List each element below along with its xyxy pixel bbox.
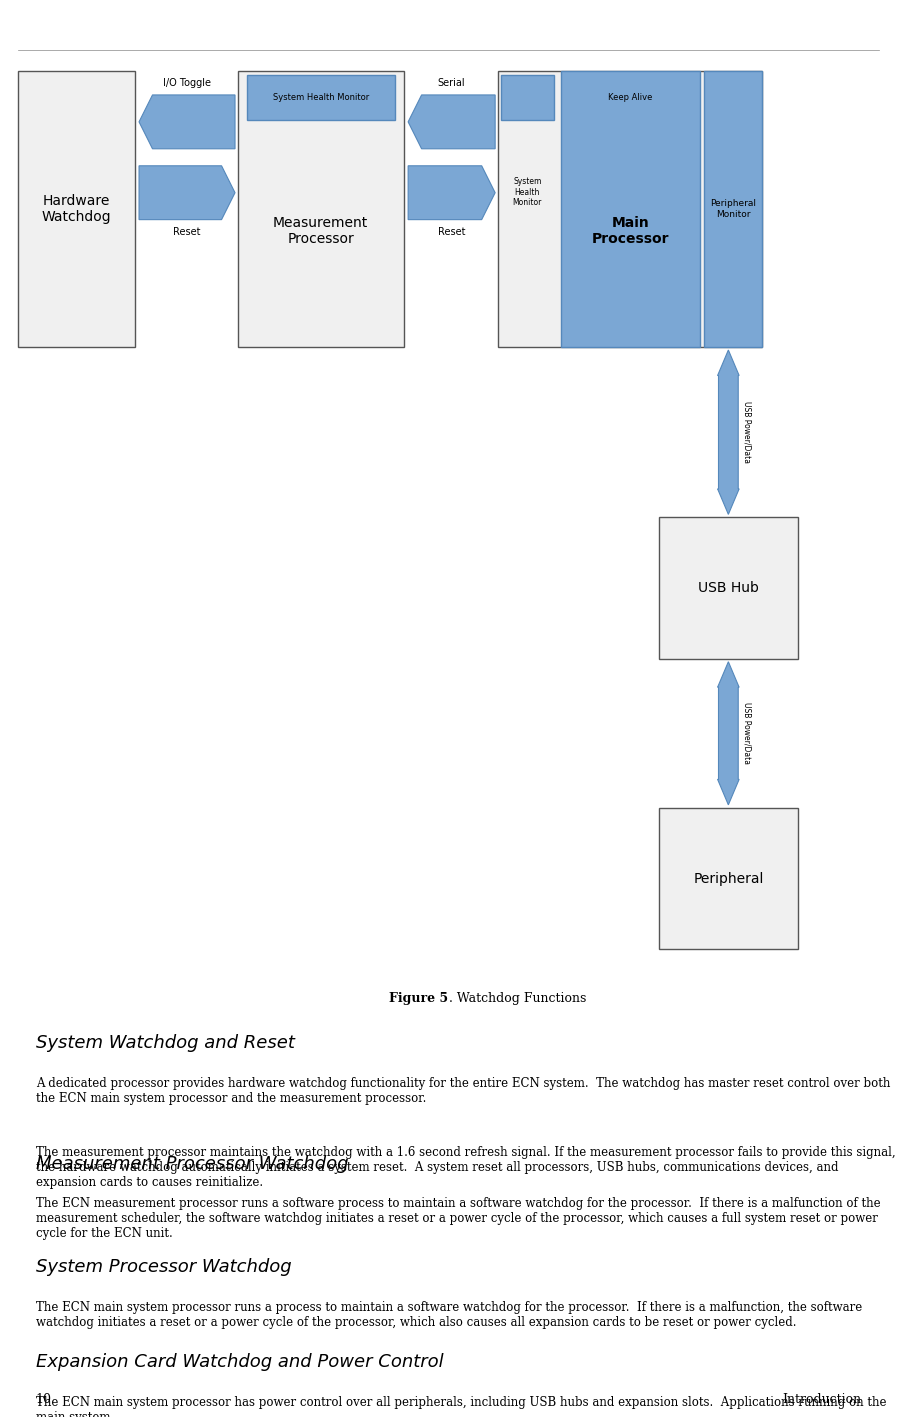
Text: Figure 5: Figure 5 bbox=[389, 992, 448, 1006]
Text: Reset: Reset bbox=[438, 227, 466, 237]
FancyBboxPatch shape bbox=[498, 71, 762, 347]
Text: Hardware
Watchdog: Hardware Watchdog bbox=[41, 194, 111, 224]
Text: Peripheral
Monitor: Peripheral Monitor bbox=[710, 200, 756, 218]
Text: Main
Processor: Main Processor bbox=[591, 215, 669, 247]
Text: System Processor Watchdog: System Processor Watchdog bbox=[36, 1258, 292, 1277]
Text: 10: 10 bbox=[36, 1393, 52, 1406]
Text: A dedicated processor provides hardware watchdog functionality for the entire EC: A dedicated processor provides hardware … bbox=[36, 1077, 890, 1105]
Polygon shape bbox=[408, 95, 495, 149]
Text: I/O Toggle: I/O Toggle bbox=[163, 78, 211, 88]
Text: The ECN measurement processor runs a software process to maintain a software wat: The ECN measurement processor runs a sof… bbox=[36, 1197, 881, 1240]
Polygon shape bbox=[139, 95, 235, 149]
Text: System
Health
Monitor: System Health Monitor bbox=[513, 177, 542, 207]
FancyBboxPatch shape bbox=[501, 75, 554, 120]
Text: USB Power/Data: USB Power/Data bbox=[743, 401, 752, 463]
Text: Keep Alive: Keep Alive bbox=[608, 94, 653, 102]
Text: USB Power/Data: USB Power/Data bbox=[743, 703, 752, 764]
Text: Reset: Reset bbox=[173, 227, 201, 237]
Text: Peripheral: Peripheral bbox=[693, 871, 764, 886]
Text: Measurement
Processor: Measurement Processor bbox=[273, 215, 369, 247]
Text: The ECN main system processor runs a process to maintain a software watchdog for: The ECN main system processor runs a pro… bbox=[36, 1301, 862, 1329]
Text: System Health Monitor: System Health Monitor bbox=[273, 94, 369, 102]
Text: Measurement Processor Watchdog: Measurement Processor Watchdog bbox=[36, 1155, 348, 1173]
Polygon shape bbox=[718, 350, 739, 514]
FancyBboxPatch shape bbox=[563, 75, 698, 120]
FancyBboxPatch shape bbox=[659, 517, 798, 659]
Text: . Watchdog Functions: . Watchdog Functions bbox=[448, 992, 586, 1006]
FancyBboxPatch shape bbox=[659, 808, 798, 949]
Text: The ECN main system processor has power control over all peripherals, including : The ECN main system processor has power … bbox=[36, 1396, 886, 1417]
Text: Expansion Card Watchdog and Power Control: Expansion Card Watchdog and Power Contro… bbox=[36, 1353, 443, 1372]
FancyBboxPatch shape bbox=[18, 71, 135, 347]
FancyBboxPatch shape bbox=[561, 71, 700, 347]
Polygon shape bbox=[139, 166, 235, 220]
Text: USB Hub: USB Hub bbox=[699, 581, 759, 595]
Text: System Watchdog and Reset: System Watchdog and Reset bbox=[36, 1034, 295, 1053]
FancyBboxPatch shape bbox=[247, 75, 395, 120]
Text: Serial: Serial bbox=[438, 78, 466, 88]
Polygon shape bbox=[408, 166, 495, 220]
FancyBboxPatch shape bbox=[238, 71, 404, 347]
Polygon shape bbox=[718, 662, 739, 805]
Text: Introduction: Introduction bbox=[782, 1393, 861, 1406]
FancyBboxPatch shape bbox=[704, 71, 762, 347]
Text: The measurement processor maintains the watchdog with a 1.6 second refresh signa: The measurement processor maintains the … bbox=[36, 1146, 895, 1189]
